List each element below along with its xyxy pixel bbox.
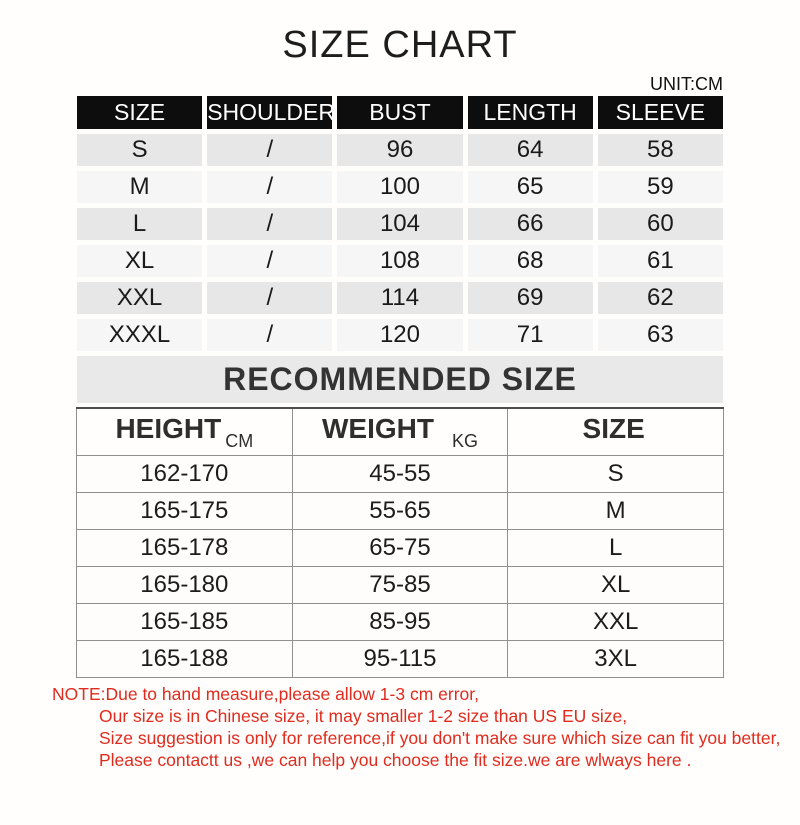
note-line: Our size is in Chinese size, it may smal… (99, 706, 628, 726)
table-cell: M (507, 492, 724, 530)
table-cell: 62 (597, 282, 723, 314)
table-cell: 165-185 (76, 603, 293, 641)
recommended-header-row: HEIGHT CM WEIGHT KG SIZE (76, 407, 724, 456)
header-label: HEIGHT (115, 412, 222, 444)
table-cell: 96 (337, 134, 463, 166)
table-cell: 58 (597, 134, 723, 166)
table-cell: 66 (467, 208, 593, 240)
table-row: S / 96 64 58 (77, 134, 723, 166)
table-cell: XXXL (77, 319, 203, 351)
table-cell: 108 (337, 245, 463, 277)
table-row: 165-175 55-65 M (76, 492, 724, 530)
table-cell: 68 (467, 245, 593, 277)
table-cell: S (77, 134, 203, 166)
size-table-header-row: SIZE SHOULDER BUST LENGTH SLEEVE (77, 96, 723, 129)
table-cell: / (207, 282, 333, 314)
table-cell: XL (77, 245, 203, 277)
note-block: NOTE:Due to hand measure,please allow 1-… (52, 683, 800, 771)
table-cell: 114 (337, 282, 463, 314)
note-line: Please contactt us ,we can help you choo… (99, 750, 692, 770)
note-line: NOTE:Due to hand measure,please allow 1-… (52, 684, 479, 704)
table-cell: L (77, 208, 203, 240)
note-line: Size suggestion is only for reference,if… (99, 728, 781, 748)
table-cell: / (207, 319, 333, 351)
table-row: XXL / 114 69 62 (77, 282, 723, 314)
table-cell: 55-65 (291, 492, 509, 530)
header-cell-size: SIZE (77, 96, 203, 129)
table-cell: 100 (337, 171, 463, 203)
table-cell: XXL (507, 603, 724, 641)
recommended-size-table: HEIGHT CM WEIGHT KG SIZE 162-170 45-55 S 1… (76, 407, 724, 678)
table-row: 165-178 65-75 L (76, 529, 724, 567)
table-cell: 75-85 (291, 566, 509, 604)
table-row: M / 100 65 59 (77, 171, 723, 203)
table-cell: / (207, 171, 333, 203)
table-row: L / 104 66 60 (77, 208, 723, 240)
page-title: SIZE CHART (282, 24, 518, 66)
table-cell: / (207, 134, 333, 166)
table-cell: 65-75 (291, 529, 509, 567)
size-table: SIZE SHOULDER BUST LENGTH SLEEVE S / 96 … (72, 91, 728, 356)
table-cell: M (77, 171, 203, 203)
table-cell: 95-115 (291, 640, 509, 678)
table-row: XL / 108 68 61 (77, 245, 723, 277)
table-cell: 45-55 (291, 455, 509, 493)
table-cell: 165-188 (76, 640, 293, 678)
table-row: 165-185 85-95 XXL (76, 603, 724, 641)
table-row: 165-188 95-115 3XL (76, 640, 724, 678)
table-cell: 71 (467, 319, 593, 351)
table-row: 162-170 45-55 S (76, 455, 724, 493)
table-cell: 120 (337, 319, 463, 351)
table-row: XXXL / 120 71 63 (77, 319, 723, 351)
table-cell: 104 (337, 208, 463, 240)
header-label: SIZE (582, 412, 645, 444)
header-unit: KG (451, 430, 478, 451)
table-cell: 64 (467, 134, 593, 166)
table-cell: 63 (597, 319, 723, 351)
table-cell: XL (507, 566, 724, 604)
table-cell: 3XL (507, 640, 724, 678)
header-cell-size: SIZE (507, 407, 724, 456)
table-cell: / (207, 208, 333, 240)
table-cell: L (507, 529, 724, 567)
table-cell: 59 (597, 171, 723, 203)
table-cell: 61 (597, 245, 723, 277)
header-cell-bust: BUST (337, 96, 463, 129)
recommended-size-heading: RECOMMENDED SIZE (77, 356, 723, 403)
header-cell-shoulder: SHOULDER (207, 96, 335, 129)
table-cell: 85-95 (291, 603, 509, 641)
table-cell: 165-178 (76, 529, 293, 567)
table-cell: 165-180 (76, 566, 293, 604)
table-cell: 69 (467, 282, 593, 314)
table-cell: 165-175 (76, 492, 293, 530)
table-cell: 162-170 (76, 455, 293, 493)
header-cell-weight: WEIGHT KG (291, 407, 509, 456)
table-row: 165-180 75-85 XL (76, 566, 724, 604)
header-cell-sleeve: SLEEVE (597, 96, 723, 129)
header-unit: CM (225, 430, 254, 451)
header-cell-length: LENGTH (467, 96, 593, 129)
table-cell: / (207, 245, 333, 277)
unit-label: UNIT:CM (650, 74, 723, 94)
table-cell: XXL (77, 282, 203, 314)
header-label: WEIGHT (321, 412, 434, 444)
size-chart-page: SIZE CHART UNIT:CM SIZE SHOULDER BUST LE… (0, 25, 800, 825)
header-cell-height: HEIGHT CM (76, 407, 293, 456)
table-cell: 65 (467, 171, 593, 203)
table-cell: 60 (597, 208, 723, 240)
table-cell: S (507, 455, 724, 493)
